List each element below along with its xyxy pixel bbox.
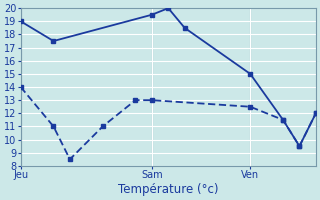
X-axis label: Température (°c): Température (°c) — [118, 183, 219, 196]
